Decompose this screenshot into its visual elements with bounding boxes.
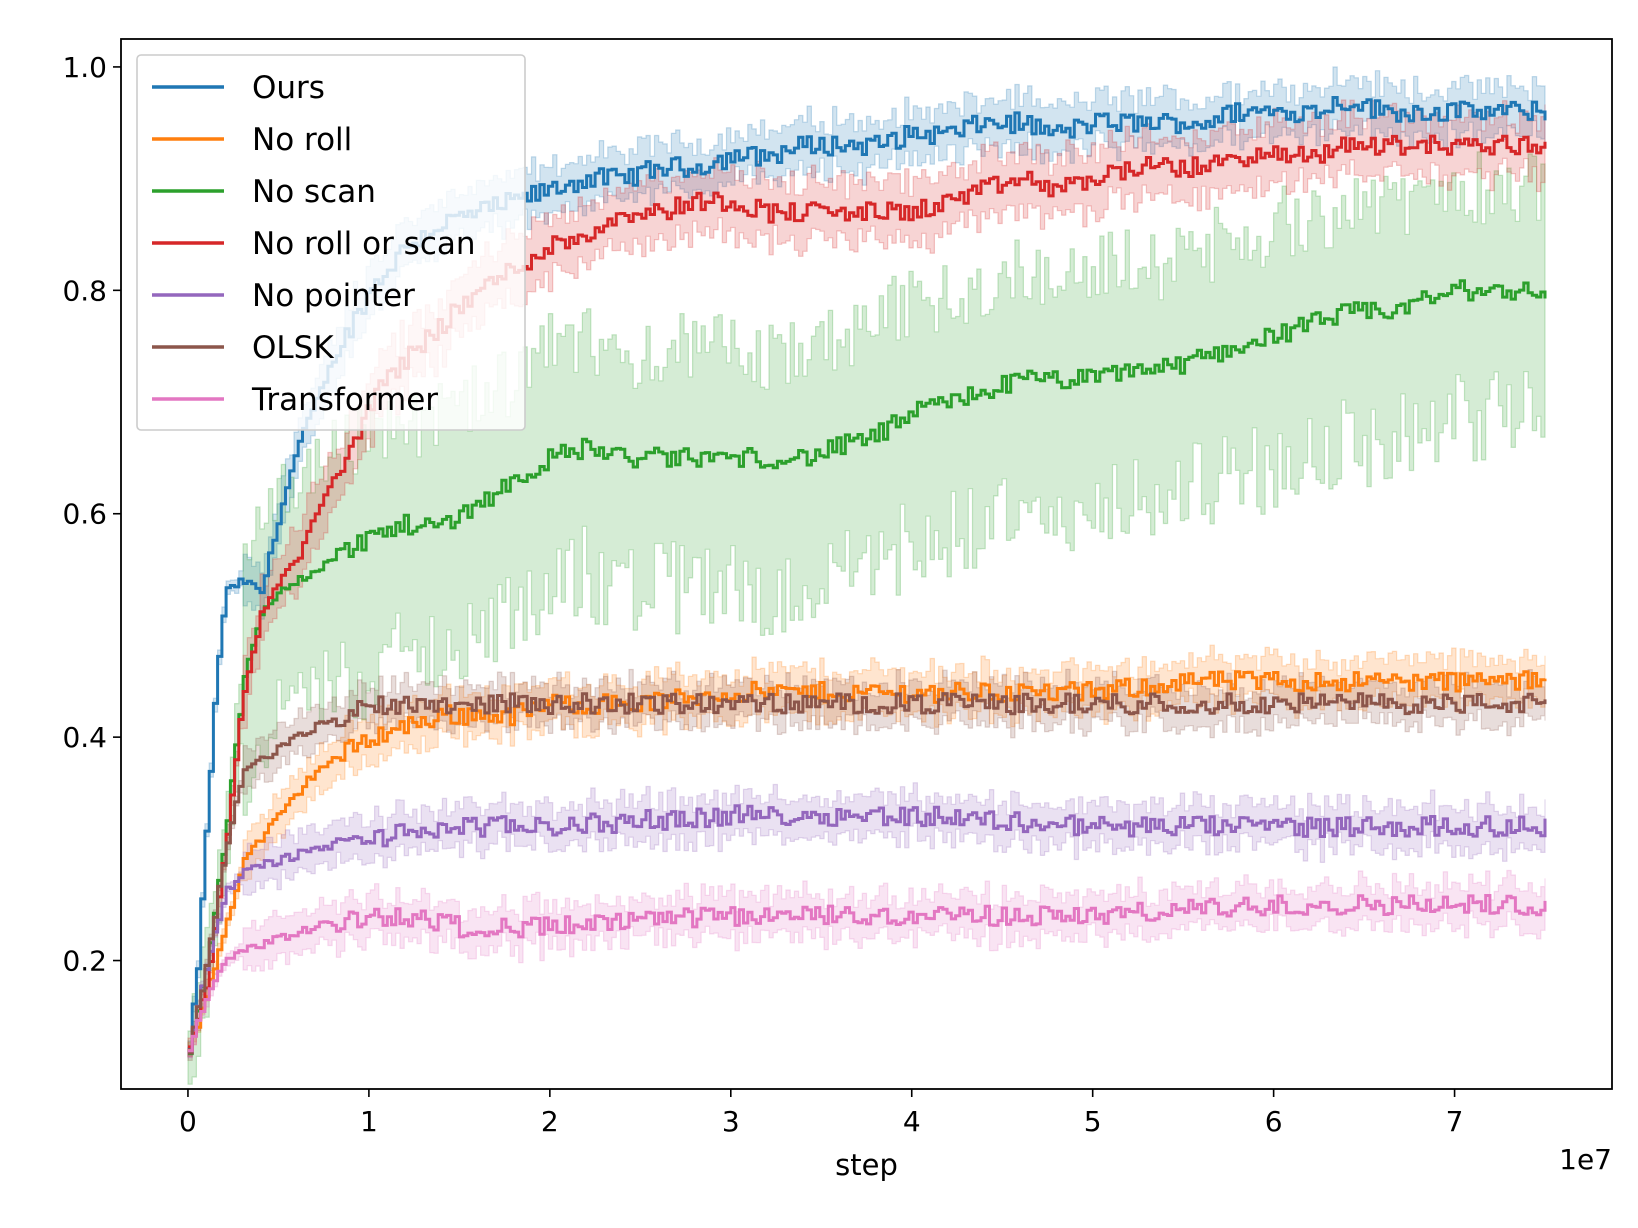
y-axis-ticks: 0.2 0.4 0.6 0.8 1.0 [62,51,121,978]
x-tick-label: 7 [1446,1105,1464,1138]
line-no-pointer [188,804,1547,1055]
x-axis-ticks: 0 1 2 3 4 5 6 7 [179,1089,1463,1138]
band-transformer [187,869,1546,1058]
x-tick-label: 3 [722,1105,740,1138]
line-olsk [188,692,1547,1055]
y-tick-label: 0.2 [62,945,107,978]
legend-label-no-pointer: No pointer [252,278,415,314]
y-tick-label: 0.4 [62,721,107,754]
legend-label-no-roll: No roll [252,122,352,158]
y-tick-label: 0.6 [62,498,107,531]
x-axis-offset-label: 1e7 [1559,1143,1612,1176]
x-tick-label: 0 [179,1105,197,1138]
legend-label-transformer: Transformer [251,382,438,418]
legend: Ours No roll No scan No roll or scan No poin… [136,54,526,431]
legend-label-ours: Ours [252,70,325,106]
line-no-scan [188,279,1547,1056]
legend-label-olsk: OLSK [252,330,334,366]
x-tick-label: 2 [541,1105,559,1138]
line-transformer [188,894,1547,1053]
y-tick-label: 1.0 [62,51,107,84]
x-tick-label: 1 [360,1105,378,1138]
x-tick-label: 6 [1265,1105,1283,1138]
legend-label-no-scan: No scan [252,174,376,210]
x-axis-label: step [835,1148,898,1182]
plot-frame [120,38,1613,1090]
band-ours [187,66,1546,1056]
line-no-roll [188,670,1547,1052]
y-tick-label: 0.8 [62,274,107,307]
legend-label-no-roll-or-scan: No roll or scan [252,226,476,262]
x-tick-label: 4 [903,1105,921,1138]
band-no-roll-or-scan [187,99,1546,1058]
legend-box [136,54,526,431]
band-no-scan [187,151,1546,1085]
x-tick-label: 5 [1084,1105,1102,1138]
